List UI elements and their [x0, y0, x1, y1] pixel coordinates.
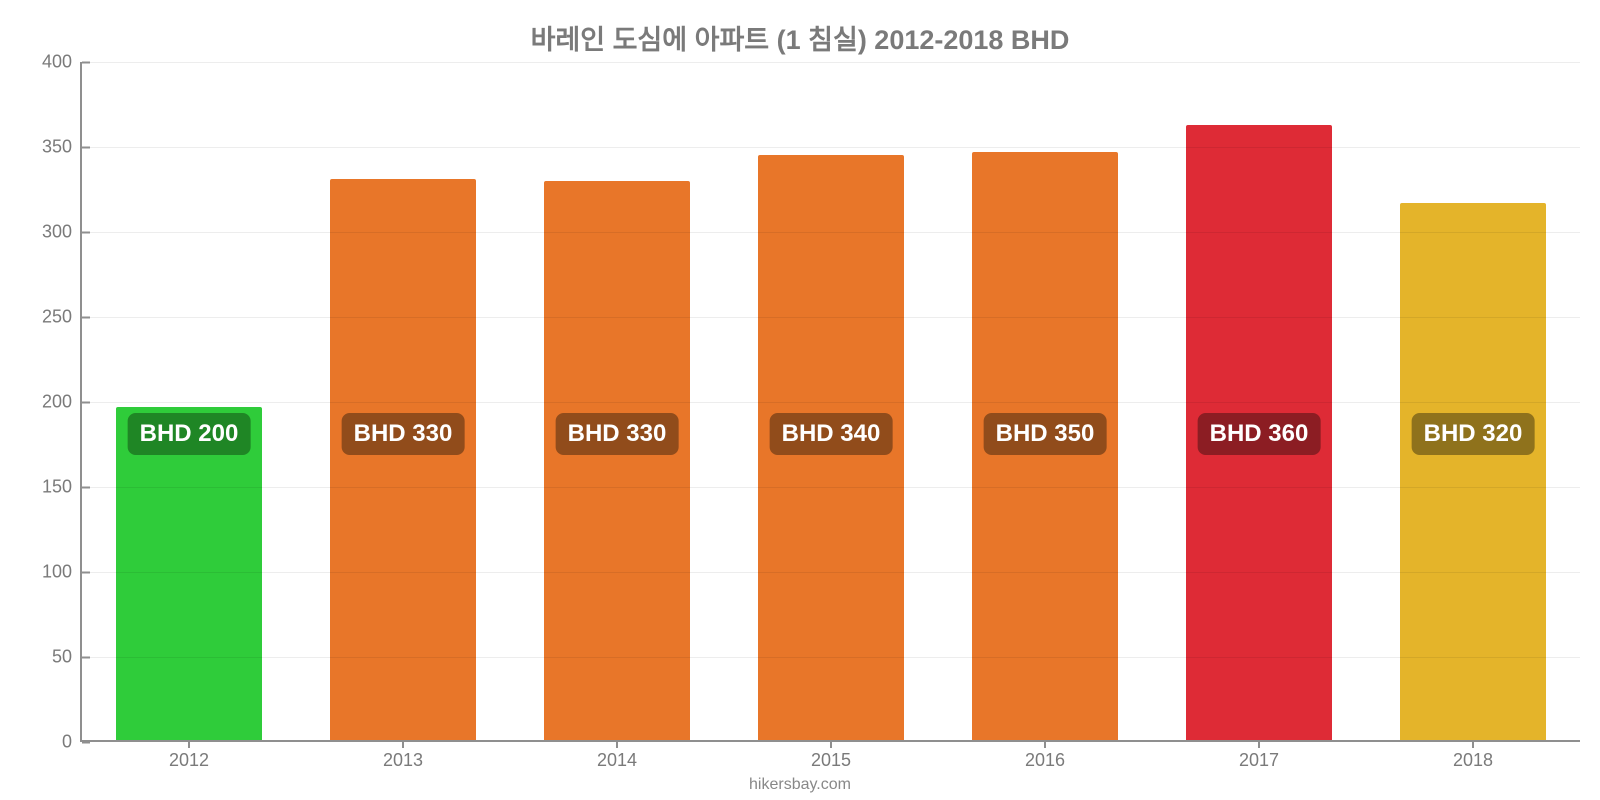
bar-slot: BHD 3402015 [724, 62, 938, 740]
y-tick-label: 400 [22, 52, 82, 73]
x-tick-mark [402, 740, 404, 748]
y-tick-label: 50 [22, 647, 82, 668]
y-tick-label: 100 [22, 562, 82, 583]
x-tick-mark [188, 740, 190, 748]
x-tick-mark [1044, 740, 1046, 748]
plot-area: BHD 2002012BHD 3302013BHD 3302014BHD 340… [80, 62, 1580, 742]
x-tick-label: 2013 [383, 750, 423, 771]
x-tick-mark [830, 740, 832, 748]
x-tick-label: 2012 [169, 750, 209, 771]
gridline [82, 147, 1580, 148]
y-tick-label: 250 [22, 307, 82, 328]
bar: BHD 320 [1400, 203, 1546, 740]
attribution-text: hikersbay.com [749, 776, 851, 794]
bar-slot: BHD 3302013 [296, 62, 510, 740]
value-badge: BHD 330 [342, 413, 465, 455]
bar: BHD 360 [1186, 125, 1332, 740]
bar-slot: BHD 3502016 [938, 62, 1152, 740]
y-tick-label: 200 [22, 392, 82, 413]
chart-container: 바레인 도심에 아파트 (1 침실) 2012-2018 BHD BHD 200… [0, 0, 1600, 800]
x-tick-label: 2017 [1239, 750, 1279, 771]
bar-slot: BHD 3602017 [1152, 62, 1366, 740]
value-badge: BHD 330 [556, 413, 679, 455]
chart-title: 바레인 도심에 아파트 (1 침실) 2012-2018 BHD [0, 18, 1600, 57]
bar: BHD 350 [972, 152, 1118, 740]
gridline [82, 232, 1580, 233]
y-tick-label: 150 [22, 477, 82, 498]
x-tick-label: 2018 [1453, 750, 1493, 771]
bar: BHD 200 [116, 407, 262, 740]
y-tick-label: 350 [22, 137, 82, 158]
gridline [82, 657, 1580, 658]
bar-slot: BHD 3202018 [1366, 62, 1580, 740]
value-badge: BHD 340 [770, 413, 893, 455]
x-tick-mark [1472, 740, 1474, 748]
y-tick-label: 0 [22, 732, 82, 753]
value-badge: BHD 360 [1198, 413, 1321, 455]
value-badge: BHD 200 [128, 413, 251, 455]
bars-container: BHD 2002012BHD 3302013BHD 3302014BHD 340… [82, 62, 1580, 740]
y-tick-label: 300 [22, 222, 82, 243]
x-tick-mark [1258, 740, 1260, 748]
value-badge: BHD 320 [1412, 413, 1535, 455]
gridline [82, 402, 1580, 403]
x-tick-label: 2015 [811, 750, 851, 771]
gridline [82, 62, 1580, 63]
gridline [82, 317, 1580, 318]
bar: BHD 330 [330, 179, 476, 740]
bar: BHD 340 [758, 155, 904, 740]
x-tick-mark [616, 740, 618, 748]
value-badge: BHD 350 [984, 413, 1107, 455]
bar-slot: BHD 3302014 [510, 62, 724, 740]
gridline [82, 572, 1580, 573]
gridline [82, 487, 1580, 488]
x-tick-label: 2014 [597, 750, 637, 771]
bar-slot: BHD 2002012 [82, 62, 296, 740]
x-tick-label: 2016 [1025, 750, 1065, 771]
